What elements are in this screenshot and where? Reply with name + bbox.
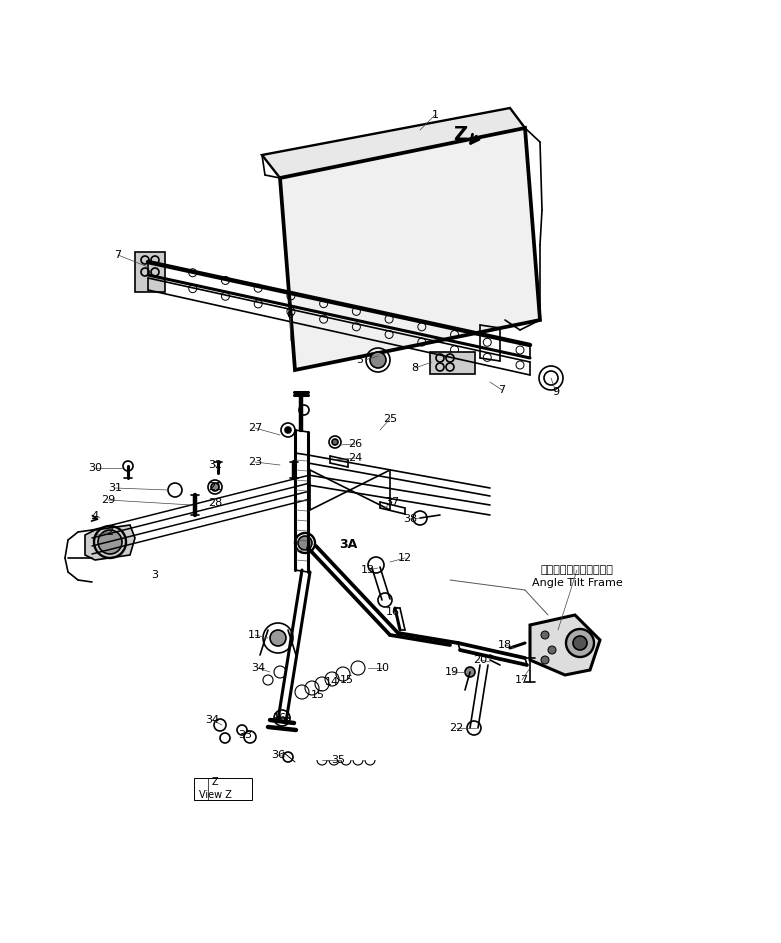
Text: 24: 24 xyxy=(348,453,362,463)
Text: 30: 30 xyxy=(88,463,102,473)
Text: 18: 18 xyxy=(498,640,512,650)
Text: 17: 17 xyxy=(515,675,529,685)
Text: Z: Z xyxy=(212,777,219,787)
Text: 16: 16 xyxy=(386,607,400,617)
Circle shape xyxy=(541,656,549,664)
Text: Z: Z xyxy=(453,125,467,144)
Text: 1: 1 xyxy=(431,110,438,120)
Text: 10: 10 xyxy=(376,663,390,673)
Text: 3: 3 xyxy=(152,570,159,580)
Text: 5: 5 xyxy=(356,355,363,365)
Text: 19: 19 xyxy=(445,667,459,677)
Circle shape xyxy=(285,427,291,433)
Text: 27: 27 xyxy=(248,423,262,433)
Circle shape xyxy=(98,530,122,554)
Text: 33: 33 xyxy=(238,730,252,740)
Text: 34: 34 xyxy=(205,715,219,725)
Circle shape xyxy=(566,629,594,657)
Circle shape xyxy=(541,631,549,639)
Polygon shape xyxy=(262,108,525,178)
Circle shape xyxy=(370,352,386,368)
Text: 20: 20 xyxy=(473,655,487,665)
Circle shape xyxy=(332,439,338,445)
Text: 4: 4 xyxy=(91,511,98,521)
Text: 37: 37 xyxy=(385,497,399,507)
Text: 34: 34 xyxy=(251,663,265,673)
Text: 22: 22 xyxy=(449,723,463,733)
Text: 21: 21 xyxy=(208,482,222,492)
Text: 9: 9 xyxy=(552,387,559,397)
Text: 16: 16 xyxy=(273,713,287,723)
Text: 36: 36 xyxy=(271,750,285,760)
Text: 11: 11 xyxy=(248,630,262,640)
Text: 15: 15 xyxy=(340,675,354,685)
Text: 12: 12 xyxy=(398,553,412,563)
Text: 15: 15 xyxy=(311,690,325,700)
Bar xyxy=(194,778,252,800)
Bar xyxy=(430,352,475,374)
Text: 26: 26 xyxy=(348,439,362,449)
Text: 25: 25 xyxy=(383,414,397,424)
Text: アングルチルトフレーム: アングルチルトフレーム xyxy=(540,565,613,575)
Text: 2: 2 xyxy=(106,527,113,537)
Polygon shape xyxy=(280,128,540,370)
Text: 29: 29 xyxy=(101,495,115,505)
Polygon shape xyxy=(530,615,600,675)
Circle shape xyxy=(465,667,475,677)
Text: 32: 32 xyxy=(208,460,222,470)
Text: 38: 38 xyxy=(403,514,417,524)
Circle shape xyxy=(270,630,286,646)
Circle shape xyxy=(548,646,556,654)
Bar xyxy=(135,252,165,292)
Text: View Z: View Z xyxy=(198,790,231,800)
Text: 3A: 3A xyxy=(339,538,357,552)
Text: 35: 35 xyxy=(331,755,345,765)
Text: 7: 7 xyxy=(498,385,505,395)
Text: 14: 14 xyxy=(325,677,339,687)
Text: 13: 13 xyxy=(361,565,375,575)
Text: 7: 7 xyxy=(115,250,122,260)
Circle shape xyxy=(298,536,312,550)
Text: 6: 6 xyxy=(287,310,294,320)
Text: 23: 23 xyxy=(248,457,262,467)
Text: 31: 31 xyxy=(108,483,122,493)
Circle shape xyxy=(573,636,587,650)
Text: 28: 28 xyxy=(208,498,222,508)
Circle shape xyxy=(211,483,219,491)
Polygon shape xyxy=(85,525,135,560)
Text: Angle Tilt Frame: Angle Tilt Frame xyxy=(532,578,622,588)
Text: 8: 8 xyxy=(412,363,419,373)
